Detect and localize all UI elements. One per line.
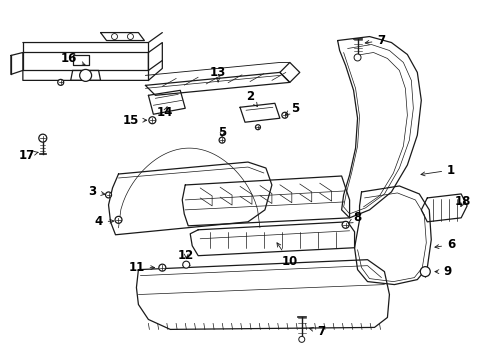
Circle shape: [342, 221, 349, 228]
Text: 14: 14: [157, 106, 173, 119]
Polygon shape: [11, 53, 23, 75]
Polygon shape: [182, 176, 349, 226]
Circle shape: [255, 125, 261, 130]
Circle shape: [219, 137, 225, 143]
Text: 3: 3: [89, 185, 105, 198]
Text: 15: 15: [122, 114, 147, 127]
Polygon shape: [240, 103, 280, 122]
Circle shape: [39, 134, 47, 142]
Polygon shape: [146, 72, 290, 95]
Polygon shape: [100, 33, 145, 40]
Polygon shape: [148, 90, 185, 114]
Circle shape: [105, 192, 112, 198]
Polygon shape: [148, 43, 162, 70]
Circle shape: [159, 264, 166, 271]
Polygon shape: [109, 162, 272, 235]
Text: 1: 1: [421, 164, 455, 176]
Text: 10: 10: [277, 243, 298, 268]
Polygon shape: [355, 186, 431, 285]
Polygon shape: [73, 55, 89, 65]
Circle shape: [115, 216, 122, 223]
Circle shape: [420, 267, 430, 277]
Polygon shape: [421, 194, 467, 222]
Text: 7: 7: [309, 325, 326, 338]
Text: 9: 9: [435, 265, 451, 278]
Circle shape: [80, 70, 92, 81]
Polygon shape: [23, 53, 148, 70]
Circle shape: [149, 117, 156, 124]
Polygon shape: [136, 260, 390, 329]
Circle shape: [183, 261, 190, 268]
Circle shape: [112, 34, 118, 39]
Text: 11: 11: [128, 261, 155, 274]
Text: 5: 5: [285, 102, 299, 115]
Circle shape: [58, 80, 64, 85]
Polygon shape: [338, 37, 421, 218]
Text: 17: 17: [19, 149, 38, 162]
Text: 13: 13: [210, 66, 226, 82]
Circle shape: [127, 34, 133, 39]
Circle shape: [354, 54, 361, 61]
Text: 2: 2: [246, 90, 257, 106]
Text: 5: 5: [218, 126, 226, 139]
Polygon shape: [190, 222, 355, 256]
Text: 18: 18: [455, 195, 471, 208]
Polygon shape: [71, 70, 100, 80]
Text: 6: 6: [435, 238, 455, 251]
Text: 8: 8: [348, 211, 362, 224]
Text: 16: 16: [60, 52, 85, 65]
Text: 4: 4: [95, 215, 114, 228]
Text: 12: 12: [178, 249, 195, 262]
Circle shape: [299, 337, 305, 342]
Circle shape: [282, 112, 288, 118]
Text: 7: 7: [365, 34, 386, 47]
Polygon shape: [280, 62, 300, 82]
